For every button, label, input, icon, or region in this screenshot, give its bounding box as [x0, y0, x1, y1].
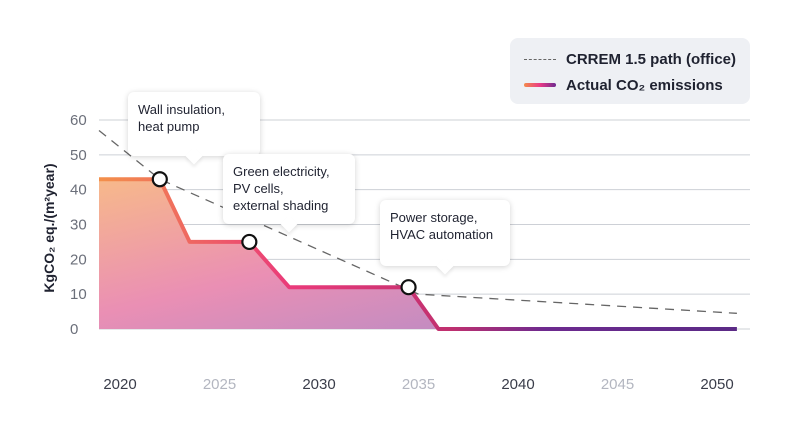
callout-line: Green electricity,: [233, 164, 330, 179]
emissions-area: [99, 179, 737, 329]
y-tick-label: 30: [70, 217, 87, 234]
y-tick-label: 50: [70, 147, 87, 164]
x-axis-ticks: 2020 2025 2030 2035 2040 2045 2050: [103, 376, 733, 393]
crrem-path-line: [98, 129, 737, 314]
callout-line: HVAC automation: [390, 227, 494, 242]
legend: CRREM 1.5 path (office) Actual CO₂ emiss…: [510, 38, 750, 104]
x-tick-label: 2050: [700, 376, 733, 393]
y-tick-label: 20: [70, 251, 87, 268]
milestone-marker[interactable]: [400, 279, 417, 296]
callout-line: heat pump: [138, 119, 200, 134]
callout-line: external shading: [233, 198, 329, 213]
y-tick-label: 10: [70, 286, 87, 303]
y-axis-ticks: 0 10 20 30 40 50 60: [70, 112, 87, 338]
legend-gradient-swatch: [524, 83, 556, 87]
legend-label-actual: Actual CO₂ emissions: [566, 76, 723, 94]
x-tick-label: 2035: [402, 376, 435, 393]
legend-dash-swatch: [524, 58, 556, 60]
x-tick-label: 2030: [302, 376, 335, 393]
y-tick-label: 60: [70, 112, 87, 129]
x-tick-label: 2045: [601, 376, 634, 393]
milestone-marker[interactable]: [151, 171, 168, 188]
legend-label-crrem: CRREM 1.5 path (office): [566, 50, 737, 68]
y-tick-label: 0: [70, 321, 78, 338]
legend-item-actual: Actual CO₂ emissions: [524, 74, 723, 96]
callout-wall-insulation: Wall insulation, heat pump: [128, 92, 260, 156]
callout-line: Power storage,: [390, 210, 478, 225]
callout-green-electricity: Green electricity, PV cells, external sh…: [223, 154, 355, 224]
markers: [151, 171, 417, 296]
callout-power-storage: Power storage, HVAC automation: [380, 200, 510, 266]
actual-emissions-line: [99, 177, 737, 331]
x-tick-label: 2040: [501, 376, 534, 393]
milestone-marker[interactable]: [241, 233, 258, 251]
y-axis-label: KgCO₂ eq./(m²year): [41, 163, 57, 292]
x-tick-label: 2025: [203, 376, 236, 393]
y-tick-label: 40: [70, 182, 87, 199]
callout-line: PV cells,: [233, 181, 284, 196]
legend-item-crrem: CRREM 1.5 path (office): [524, 48, 736, 70]
callout-line: Wall insulation,: [138, 102, 225, 117]
x-tick-label: 2020: [103, 376, 136, 393]
